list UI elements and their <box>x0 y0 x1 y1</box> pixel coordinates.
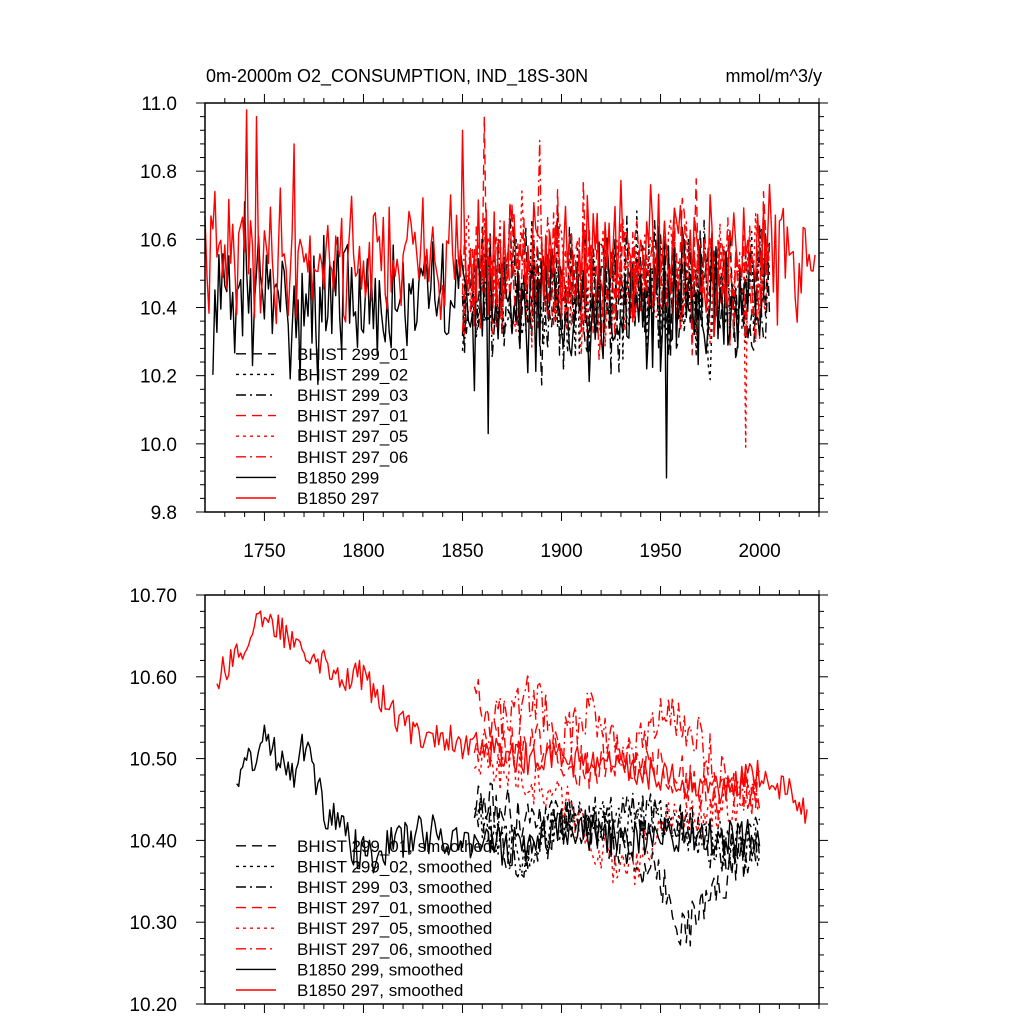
bottom-series-line-8 <box>216 610 808 824</box>
bottom-y-tick-label: 10.40 <box>129 831 177 852</box>
top-y-tick-label: 10.0 <box>140 435 177 456</box>
bottom-legend-label: BHIST 297_05, smoothed <box>297 919 492 938</box>
bottom-legend-label: BHIST 297_06, smoothed <box>297 940 492 959</box>
bottom-legend-label: BHIST 299_03, smoothed <box>297 878 492 897</box>
bottom-y-tick-label: 10.70 <box>129 586 177 607</box>
top-y-tick-label: 10.2 <box>140 367 177 388</box>
top-series-line-8 <box>204 109 816 338</box>
top-x-tick-label: 2000 <box>738 541 780 562</box>
top-chart-title: 0m-2000m O2_CONSUMPTION, IND_18S-30N <box>206 66 588 87</box>
top-ticks-group: 1750 1800 1850 1900 1950 2000 9.8 10.0 10.2 10.4 1… <box>140 94 828 562</box>
top-y-tick-label: 9.8 <box>151 503 177 524</box>
bottom-series-group <box>216 610 808 947</box>
bottom-panel: 10.20 10.30 10.40 10.50 10.60 10.70 BHIST 299… <box>129 586 828 1016</box>
top-series-line-4 <box>461 115 770 356</box>
bottom-series-line-6 <box>473 673 761 816</box>
top-x-tick-label: 1800 <box>342 541 384 562</box>
bottom-series-line-2 <box>473 798 761 873</box>
top-y-tick-label: 10.8 <box>140 162 177 183</box>
top-legend-label: B1850 297 <box>297 489 379 508</box>
top-legend-label: BHIST 299_01 <box>297 345 408 364</box>
top-chart-units: mmol/m^3/y <box>726 66 822 86</box>
top-series-line-6 <box>461 139 771 361</box>
top-y-tick-label: 10.4 <box>140 299 177 320</box>
bottom-legend-label: BHIST 299_01, smoothed <box>297 837 492 856</box>
top-legend-label: BHIST 297_05 <box>297 427 408 446</box>
bottom-series-line-4 <box>473 678 761 821</box>
top-panel: 0m-2000m O2_CONSUMPTION, IND_18S-30N mmo… <box>140 66 828 562</box>
top-x-tick-label: 1950 <box>639 541 681 562</box>
bottom-plot-frame <box>204 594 820 1005</box>
bottom-y-tick-label: 10.60 <box>129 668 177 689</box>
top-series-group <box>204 109 816 479</box>
bottom-legend-label: BHIST 297_01, smoothed <box>297 899 492 918</box>
top-series-line-7 <box>212 201 767 479</box>
bottom-ticks-group: 10.20 10.30 10.40 10.50 10.60 10.70 <box>129 586 828 1016</box>
top-x-tick-label: 1750 <box>243 541 285 562</box>
top-legend-label: BHIST 299_03 <box>297 386 408 405</box>
top-legend-label: BHIST 299_02 <box>297 365 408 384</box>
top-x-tick-label: 1900 <box>540 541 582 562</box>
top-legend-label: BHIST 297_01 <box>297 407 408 426</box>
bottom-legend-label: B1850 297, smoothed <box>297 981 463 1000</box>
bottom-legend-label: BHIST 299_02, smoothed <box>297 857 492 876</box>
bottom-series-line-5 <box>473 742 761 886</box>
bottom-series-line-7 <box>236 724 761 874</box>
bottom-y-tick-label: 10.50 <box>129 750 177 771</box>
top-y-tick-label: 11.0 <box>141 94 177 115</box>
bottom-y-tick-label: 10.30 <box>129 913 177 934</box>
top-legend-label: B1850 299 <box>297 468 379 487</box>
top-y-tick-label: 10.6 <box>140 230 177 251</box>
bottom-y-tick-label: 10.20 <box>129 995 177 1016</box>
top-series-line-5 <box>461 190 771 448</box>
top-x-tick-label: 1850 <box>441 541 483 562</box>
bottom-legend-label: B1850 299, smoothed <box>297 960 463 979</box>
top-legend-label: BHIST 297_06 <box>297 448 408 467</box>
